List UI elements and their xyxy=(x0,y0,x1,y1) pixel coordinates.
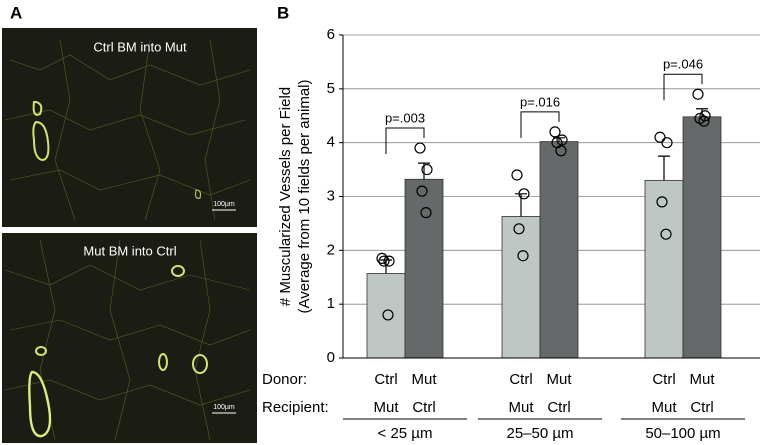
y-axis-title: (Average from 10 fields per animal) xyxy=(296,80,313,314)
data-point xyxy=(555,145,567,157)
data-point xyxy=(416,185,428,197)
significance-bracket xyxy=(663,73,703,101)
micrograph: Ctrl BM into Mut 100µm xyxy=(2,28,257,227)
y-tick-label: 5 xyxy=(327,80,335,97)
bar xyxy=(644,179,684,359)
scale-bar-label: 100µm xyxy=(213,201,235,208)
data-point xyxy=(518,188,530,200)
donor-label: Mut xyxy=(689,371,715,388)
donor-label: Ctrl xyxy=(652,371,675,388)
data-point xyxy=(517,250,529,262)
micrograph: Mut BM into Ctrl 100µm xyxy=(2,233,257,443)
y-tick-label: 3 xyxy=(327,187,335,204)
x-tick-label: 25–50 µm xyxy=(506,425,573,442)
error-bar xyxy=(696,108,708,117)
p-value: p=.016 xyxy=(520,94,560,109)
data-point xyxy=(513,223,525,235)
panel-label: B xyxy=(277,3,289,22)
bar xyxy=(682,116,722,359)
data-point xyxy=(414,142,426,154)
bar xyxy=(404,178,444,359)
data-point xyxy=(698,115,710,127)
y-tick-label: 1 xyxy=(327,295,335,312)
data-point xyxy=(511,169,523,181)
recipient-label: Ctrl xyxy=(412,399,435,416)
y-tick-label: 2 xyxy=(327,241,335,258)
data-point xyxy=(692,88,704,100)
panel-label: A xyxy=(10,3,22,22)
row-label: Recipient: xyxy=(262,399,329,416)
data-point xyxy=(420,207,432,219)
data-point xyxy=(382,309,394,321)
y-tick-label: 4 xyxy=(327,134,335,151)
donor-label: Mut xyxy=(411,371,437,388)
scale-bar-label: 100µm xyxy=(213,404,235,411)
error-bar xyxy=(658,155,670,181)
data-point xyxy=(660,228,672,240)
micrograph-caption: Mut BM into Ctrl xyxy=(83,243,176,258)
recipient-label: Ctrl xyxy=(547,399,570,416)
significance-bracket xyxy=(520,111,560,138)
y-axis-title: # Muscularized Vessels per Field xyxy=(277,87,294,306)
data-point xyxy=(376,252,388,265)
row-label: Donor: xyxy=(262,371,307,388)
recipient-label: Mut xyxy=(508,399,534,416)
recipient-label: Mut xyxy=(651,399,677,416)
data-point xyxy=(549,126,561,138)
p-value: p=.046 xyxy=(663,57,703,72)
bar-chart: 0 1 2 3 4 5 6 # Muscularized Vessels per Field(… xyxy=(262,26,760,442)
data-point xyxy=(661,137,673,149)
significance-bracket xyxy=(385,127,425,155)
data-point xyxy=(656,196,668,208)
bar xyxy=(501,216,541,359)
data-point xyxy=(383,255,395,267)
p-value: p=.003 xyxy=(385,110,425,125)
data-point xyxy=(421,163,433,176)
data-point xyxy=(654,131,666,143)
recipient-label: Mut xyxy=(373,399,399,416)
donor-label: Ctrl xyxy=(374,371,397,388)
y-tick-label: 0 xyxy=(327,349,335,366)
donor-label: Mut xyxy=(546,371,572,388)
data-point xyxy=(378,255,390,267)
bar xyxy=(539,141,579,359)
donor-label: Ctrl xyxy=(509,371,532,388)
bar xyxy=(366,273,406,359)
x-tick-label: < 25 µm xyxy=(378,425,433,442)
x-tick-label: 50–100 µm xyxy=(645,425,720,442)
micrograph-caption: Ctrl BM into Mut xyxy=(93,39,187,54)
recipient-label: Ctrl xyxy=(690,399,713,416)
y-tick-label: 6 xyxy=(327,26,335,43)
